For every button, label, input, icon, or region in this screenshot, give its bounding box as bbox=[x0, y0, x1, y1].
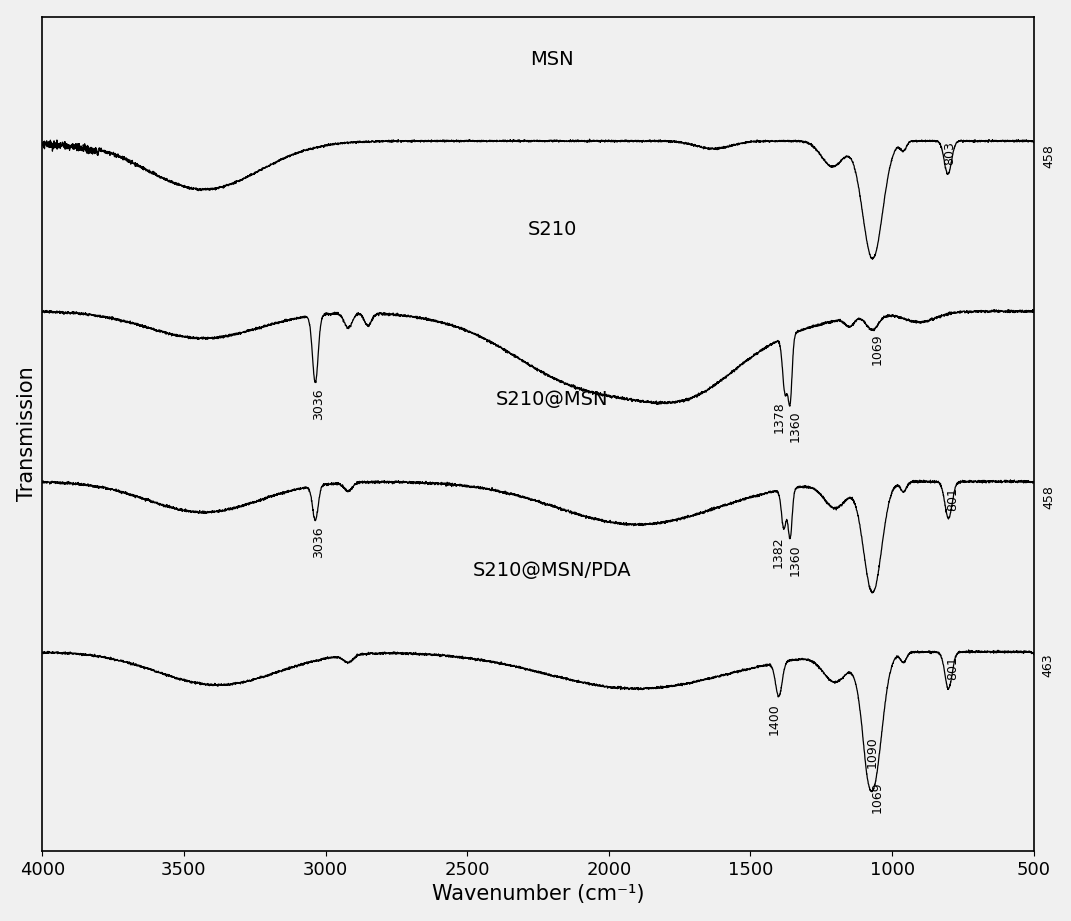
Y-axis label: Transmission: Transmission bbox=[17, 367, 36, 501]
Text: MSN: MSN bbox=[530, 50, 574, 69]
Text: 801: 801 bbox=[946, 657, 959, 681]
Text: 1360: 1360 bbox=[788, 544, 802, 577]
Text: S210: S210 bbox=[527, 220, 577, 239]
Text: 3036: 3036 bbox=[313, 527, 326, 558]
Text: 1400: 1400 bbox=[767, 703, 780, 735]
Text: 1069: 1069 bbox=[871, 781, 885, 812]
Text: 1360: 1360 bbox=[788, 411, 802, 442]
Text: 801: 801 bbox=[946, 486, 959, 510]
Text: 3036: 3036 bbox=[313, 389, 326, 420]
X-axis label: Wavenumber (cm⁻¹): Wavenumber (cm⁻¹) bbox=[432, 884, 645, 904]
Text: 1069: 1069 bbox=[871, 333, 884, 365]
Text: S210@MSN: S210@MSN bbox=[496, 391, 608, 409]
Text: 1382: 1382 bbox=[772, 536, 785, 568]
Text: 463: 463 bbox=[1041, 653, 1054, 677]
Text: 458: 458 bbox=[1043, 485, 1056, 509]
Text: 458: 458 bbox=[1042, 144, 1055, 168]
Text: 1378: 1378 bbox=[773, 402, 786, 434]
Text: S210@MSN/PDA: S210@MSN/PDA bbox=[472, 561, 632, 579]
Text: 803: 803 bbox=[944, 142, 956, 166]
Text: 1090: 1090 bbox=[866, 737, 879, 768]
